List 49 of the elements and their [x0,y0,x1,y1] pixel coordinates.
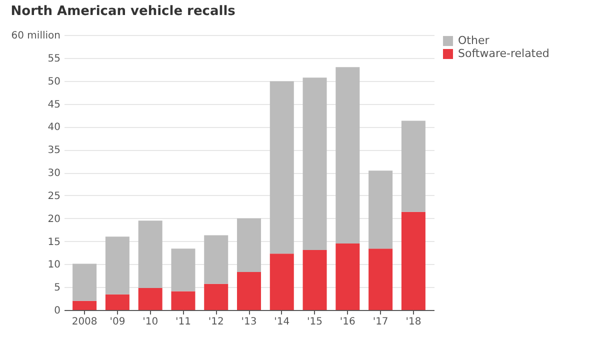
x-tick-label: '15 [307,316,323,328]
x-tick-label: '12 [208,316,224,328]
bar [237,272,261,310]
y-tick-label: 25 [48,190,60,202]
bar [336,67,360,244]
x-tick-label: 2008 [72,316,98,328]
y-tick-label: 60 million [11,30,60,42]
bar [204,235,228,284]
bar [171,291,196,310]
bar [270,81,294,254]
bar [105,236,130,294]
y-tick-label: 0 [54,306,60,316]
x-tick-label: '18 [406,316,422,328]
bar [138,220,162,288]
bar [368,170,393,249]
y-tick-label: 35 [48,145,60,156]
bar [72,300,97,310]
x-tick-label: '11 [175,316,191,328]
x-tick-label: '14 [274,316,290,328]
x-tick-label: '10 [142,316,158,328]
bar [302,250,327,310]
bar [204,284,228,310]
y-tick-label: 20 [48,214,60,225]
x-tick-label: '17 [372,316,388,328]
bar [368,248,393,310]
bar [138,288,162,310]
bar [171,248,196,292]
bar [105,294,130,310]
y-tick-label: 50 [48,76,60,88]
bar [302,78,327,250]
bar [336,244,360,310]
x-tick-label: '09 [110,316,126,328]
bar [72,264,97,301]
chart-title: North American vehicle recalls [10,4,236,19]
y-tick-label: 10 [48,260,60,271]
y-tick-label: 55 [48,53,60,64]
bar [401,120,426,212]
y-tick-label: 40 [48,122,60,134]
x-tick-label: '16 [340,316,356,328]
bar [401,212,426,310]
bar [270,254,294,310]
y-tick-label: 30 [48,168,60,179]
bar [237,218,261,272]
legend-label: Software-related [458,47,550,60]
legend-label: Other [458,34,490,47]
x-tick-label: '13 [241,316,257,328]
y-tick-label: 15 [48,236,60,248]
y-tick-label: 45 [48,99,60,110]
y-tick-label: 5 [54,282,60,294]
